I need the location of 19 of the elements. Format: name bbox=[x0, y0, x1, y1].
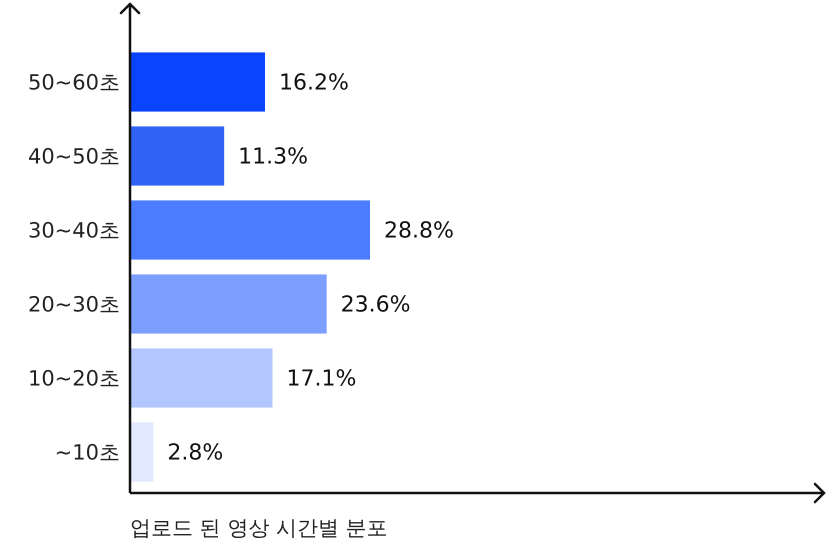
y-tick-label: 30~40초 bbox=[28, 218, 120, 242]
bar bbox=[130, 422, 154, 482]
y-tick-label: ~10초 bbox=[54, 440, 120, 464]
bar bbox=[130, 200, 370, 260]
data-label: 28.8% bbox=[384, 218, 454, 244]
y-tick-label: 10~20초 bbox=[28, 366, 120, 390]
y-tick-label: 40~50초 bbox=[28, 144, 120, 168]
data-label: 17.1% bbox=[286, 366, 356, 392]
y-tick-label: 50~60초 bbox=[28, 70, 120, 94]
data-label: 2.8% bbox=[167, 440, 224, 466]
x-axis-title: 업로드 된 영상 시간별 분포 bbox=[130, 516, 388, 540]
data-label: 23.6% bbox=[340, 292, 411, 318]
bar bbox=[130, 348, 272, 408]
bar bbox=[130, 126, 224, 186]
data-label: 11.3% bbox=[238, 144, 308, 170]
y-tick-label: 20~30초 bbox=[28, 292, 120, 316]
bar bbox=[130, 274, 327, 334]
data-label: 16.2% bbox=[279, 70, 349, 96]
bar bbox=[130, 52, 265, 112]
